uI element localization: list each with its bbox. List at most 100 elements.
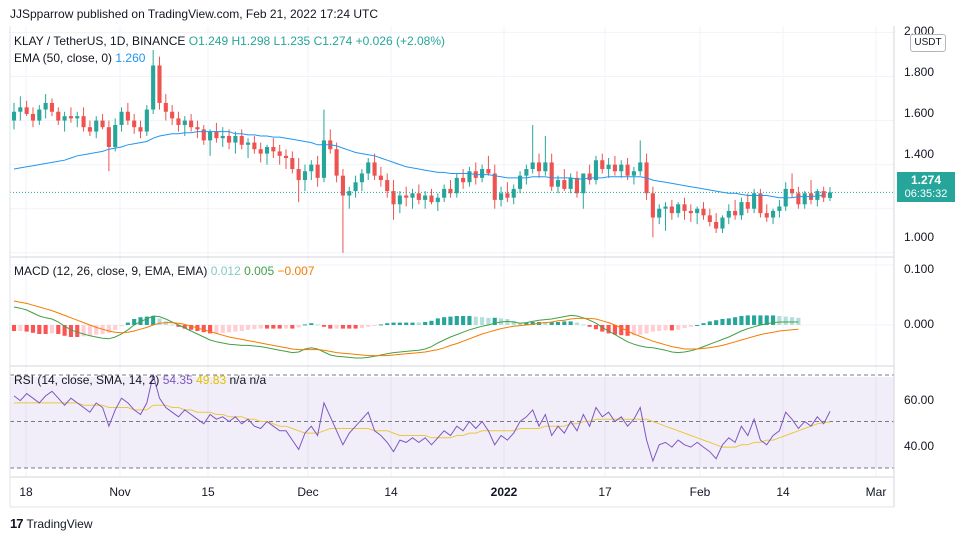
candle-body xyxy=(18,107,23,112)
macd-histogram-bar xyxy=(657,325,662,331)
currency-button[interactable]: USDT xyxy=(910,34,946,52)
candle-body xyxy=(802,193,807,205)
candle-body xyxy=(113,124,118,148)
candle-body xyxy=(435,197,440,203)
macd-histogram-bar xyxy=(49,325,55,334)
macd-histogram-bar xyxy=(461,316,466,325)
signal-line xyxy=(13,300,799,357)
candle-body xyxy=(144,109,149,132)
macd-histogram-bar xyxy=(372,325,377,326)
candle-body xyxy=(442,188,447,198)
footer-brand[interactable]: 17 TradingView xyxy=(10,516,93,531)
candle-body xyxy=(448,188,453,194)
candle-body xyxy=(796,193,801,205)
macd-histogram-bar xyxy=(752,315,757,325)
candle-body xyxy=(536,162,542,172)
candle-body xyxy=(24,107,29,114)
candle-body xyxy=(600,160,605,170)
time-tick-label: 14 xyxy=(776,485,790,499)
macd-histogram-bar xyxy=(334,325,339,329)
macd-histogram-bar xyxy=(245,325,251,330)
macd-histogram-bar xyxy=(796,317,801,325)
macd-histogram-bar xyxy=(410,322,415,325)
candle-body xyxy=(372,162,377,176)
macd-histogram-bar xyxy=(239,325,244,331)
candle-body xyxy=(81,116,86,128)
macd-histogram-bar xyxy=(448,316,453,325)
symbol-name[interactable]: KLAY / TetherUS, 1D, BINANCE xyxy=(14,34,186,48)
candle-body xyxy=(739,202,744,216)
macd-histogram-bar xyxy=(745,315,750,325)
macd-label[interactable]: MACD (12, 26, close, 9, EMA, EMA) xyxy=(14,264,208,278)
macd-histogram-bar xyxy=(454,316,459,325)
macd-histogram-bar xyxy=(593,325,599,330)
macd-histogram-bar xyxy=(480,317,485,325)
macd-histogram-bar xyxy=(309,323,314,325)
candle-body xyxy=(752,193,757,209)
candle-body xyxy=(574,177,580,194)
macd-histogram-bar xyxy=(258,325,263,329)
macd-histogram-bar xyxy=(113,325,118,330)
candle-body xyxy=(106,127,111,148)
candle-body xyxy=(233,135,238,143)
candle-body xyxy=(176,118,181,125)
macd-histogram-bar xyxy=(638,325,643,335)
macd-histogram-bar xyxy=(81,325,86,337)
rsi-value: 54.35 xyxy=(162,373,193,387)
macd-histogram-bar xyxy=(644,325,649,334)
macd-histogram-bar xyxy=(283,325,289,329)
publish-header: JJSpparrow published on TradingView.com,… xyxy=(10,7,378,21)
ema-label[interactable]: EMA (50, close, 0) xyxy=(14,51,113,65)
macd-histogram-bar xyxy=(505,319,510,325)
candle-body xyxy=(764,213,769,218)
macd-histogram-bar xyxy=(271,325,276,329)
candle-body xyxy=(157,65,162,103)
macd-histogram-bar xyxy=(189,325,194,330)
candle-body xyxy=(492,173,497,200)
rsi-ma-value: 49.83 xyxy=(196,373,227,387)
candle-body xyxy=(163,102,168,112)
candle-body xyxy=(391,191,396,205)
candle-body xyxy=(170,111,175,119)
rsi-ma-line xyxy=(14,402,831,448)
macd-histogram-bar xyxy=(423,322,428,325)
candle-body xyxy=(182,120,187,125)
rsi-line xyxy=(13,374,831,463)
open-value: O1.249 xyxy=(188,34,229,48)
macd-histogram-bar xyxy=(302,324,308,326)
candle-body xyxy=(499,193,504,200)
candle-body xyxy=(100,120,105,128)
candle-body xyxy=(49,102,55,112)
candle-body xyxy=(606,164,611,170)
macd-histogram-bar xyxy=(714,320,719,325)
candle-body xyxy=(30,113,36,121)
tradingview-logo-icon: 17 xyxy=(10,516,24,531)
candle-body xyxy=(555,180,561,187)
macd-histogram-bar xyxy=(144,316,149,325)
macd-histogram-bar xyxy=(695,325,700,326)
macd-histogram-bar xyxy=(208,325,213,334)
macd-signal-value: −0.007 xyxy=(277,264,315,278)
macd-histogram-bar xyxy=(631,325,636,336)
candle-body xyxy=(821,191,826,198)
time-tick-label: 15 xyxy=(201,485,215,499)
candle-body xyxy=(789,188,795,194)
bar-countdown: 06:35:32 xyxy=(904,188,948,200)
candle-body xyxy=(771,210,776,218)
rsi-label[interactable]: RSI (14, close, SMA, 14, 2) xyxy=(14,373,160,387)
macd-histogram-bar xyxy=(321,325,327,327)
candle-body xyxy=(720,217,725,229)
time-tick-label: 14 xyxy=(384,485,398,499)
macd-histogram-bar xyxy=(182,325,187,329)
candle-body xyxy=(581,173,586,194)
macd-legend: MACD (12, 26, close, 9, EMA, EMA) 0.012 … xyxy=(14,264,315,278)
rsi-legend: RSI (14, close, SMA, 14, 2) 54.35 49.83 … xyxy=(14,373,266,387)
candle-body xyxy=(714,221,719,229)
macd-histogram-bar xyxy=(758,315,763,325)
macd-histogram-bar xyxy=(353,325,358,329)
macd-histogram-bar xyxy=(290,325,295,329)
macd-histogram-bar xyxy=(340,325,345,329)
macd-histogram-bar xyxy=(435,318,440,325)
macd-histogram-bar xyxy=(68,325,73,337)
